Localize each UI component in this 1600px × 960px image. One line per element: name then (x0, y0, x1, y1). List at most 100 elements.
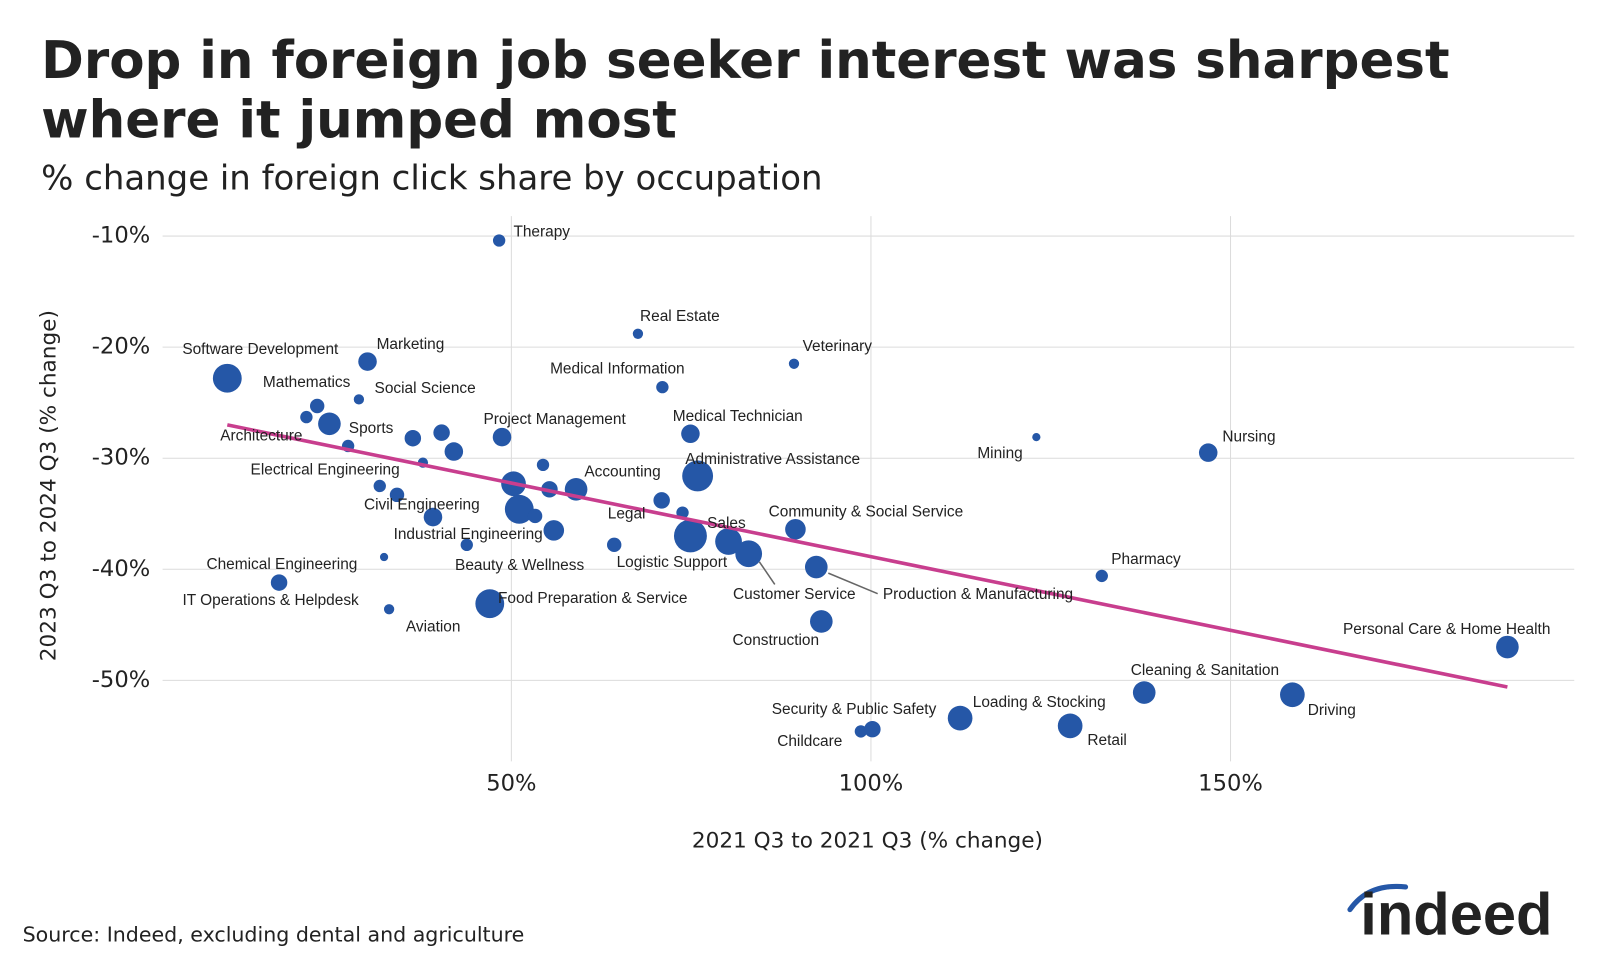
point-label: Retail (1087, 732, 1126, 749)
point-label: Food Preparation & Service (498, 590, 687, 607)
y-tick-label: -30% (92, 445, 150, 471)
point (270, 574, 288, 591)
point (300, 410, 313, 424)
point-label: Cleaning & Sanitation (1131, 662, 1279, 679)
point-label: Architecture (220, 427, 302, 444)
point (309, 398, 325, 414)
point-label: Civil Engineering (364, 496, 480, 513)
point-label: Sales (707, 515, 746, 532)
point-label: Real Estate (640, 308, 720, 325)
point (423, 507, 443, 527)
point (810, 610, 833, 633)
point-label: Childcare (777, 733, 842, 750)
point (656, 380, 669, 394)
point (715, 528, 742, 555)
point-label: Veterinary (803, 338, 873, 355)
point (318, 412, 341, 436)
point-label: Administrative Assistance (685, 451, 860, 468)
point (788, 358, 800, 369)
point (864, 720, 881, 738)
point (444, 442, 464, 461)
point (212, 363, 242, 393)
point (1496, 635, 1519, 659)
point (607, 537, 622, 553)
y-tick-label: -10% (92, 223, 150, 249)
logo-arc (1347, 883, 1409, 913)
logo: indeed (1360, 881, 1552, 948)
point (681, 424, 700, 444)
point (404, 429, 422, 447)
y-tick-label: -20% (92, 334, 150, 360)
point (1095, 569, 1108, 583)
point (854, 725, 868, 738)
point-label: Industrial Engineering (394, 526, 543, 543)
point (653, 492, 670, 509)
point-label: Social Science (375, 380, 476, 397)
point (383, 604, 395, 615)
y-tick-label: -40% (92, 556, 150, 582)
y-axis-title: 2023 Q3 to 2024 Q3 (% change) (36, 310, 61, 661)
point-label: Sports (349, 420, 394, 437)
point-label: Electrical Engineering (251, 461, 400, 478)
source-note: Source: Indeed, excluding dental and agr… (23, 922, 525, 946)
point (353, 394, 365, 405)
point-label: Pharmacy (1111, 551, 1181, 568)
point-label: Logistic Support (617, 554, 728, 571)
point (379, 552, 389, 562)
point (373, 479, 386, 493)
point (475, 589, 505, 619)
point-label: Project Management (483, 411, 626, 428)
point-label: Legal (608, 506, 646, 523)
point (804, 555, 828, 579)
point (358, 352, 377, 371)
x-axis-title: 2021 Q3 to 2021 Q3 (% change) (692, 829, 1043, 854)
chart-title: Drop in foreign job seeker interest was … (41, 31, 1449, 91)
point-label: Accounting (584, 463, 660, 480)
point-label: Customer Service (733, 586, 856, 603)
point-label: Driving (1308, 702, 1356, 719)
point-label: Aviation (406, 619, 461, 636)
point-label: Marketing (377, 336, 445, 353)
point-label: Software Development (182, 341, 339, 358)
point-label: Medical Information (550, 360, 685, 377)
plot: Therapy Real Estate Veterinary Medical Info… (182, 224, 1550, 750)
point (673, 519, 707, 553)
point (543, 520, 565, 541)
x-tick-label: 100% (839, 771, 904, 797)
point-label: Personal Care & Home Health (1343, 621, 1550, 638)
point (433, 424, 450, 441)
point (1280, 682, 1305, 708)
point (536, 458, 550, 472)
point (389, 487, 405, 503)
point (492, 234, 506, 247)
point (947, 705, 973, 731)
point-label: Nursing (1222, 428, 1275, 445)
point-label: Mining (977, 445, 1022, 462)
point-label: Loading & Stocking (973, 694, 1106, 711)
point-label: IT Operations & Helpdesk (182, 592, 359, 609)
point (1032, 432, 1041, 442)
leader-line (758, 561, 776, 585)
point (504, 494, 534, 524)
point-label: Medical Technician (673, 408, 803, 425)
point (735, 540, 763, 568)
chart-title: where it jumped most (41, 90, 677, 150)
point-label: Construction (733, 632, 820, 649)
point (632, 328, 644, 339)
x-tick-label: 50% (486, 771, 536, 797)
point (682, 460, 714, 492)
grid: -10% -20% -30% -40% -50% 50% 100% 150% (92, 216, 1575, 797)
x-tick-label: 150% (1198, 771, 1263, 797)
point (1198, 443, 1218, 462)
point-label: Mathematics (263, 374, 351, 391)
point (1057, 713, 1083, 739)
chart-subtitle: % change in foreign click share by occup… (41, 159, 822, 199)
point (460, 538, 473, 552)
point-label: Security & Public Safety (772, 701, 937, 718)
point (492, 427, 512, 447)
point-label: Beauty & Wellness (455, 557, 584, 574)
point-label: Chemical Engineering (206, 556, 357, 573)
y-tick-label: -50% (92, 667, 150, 693)
